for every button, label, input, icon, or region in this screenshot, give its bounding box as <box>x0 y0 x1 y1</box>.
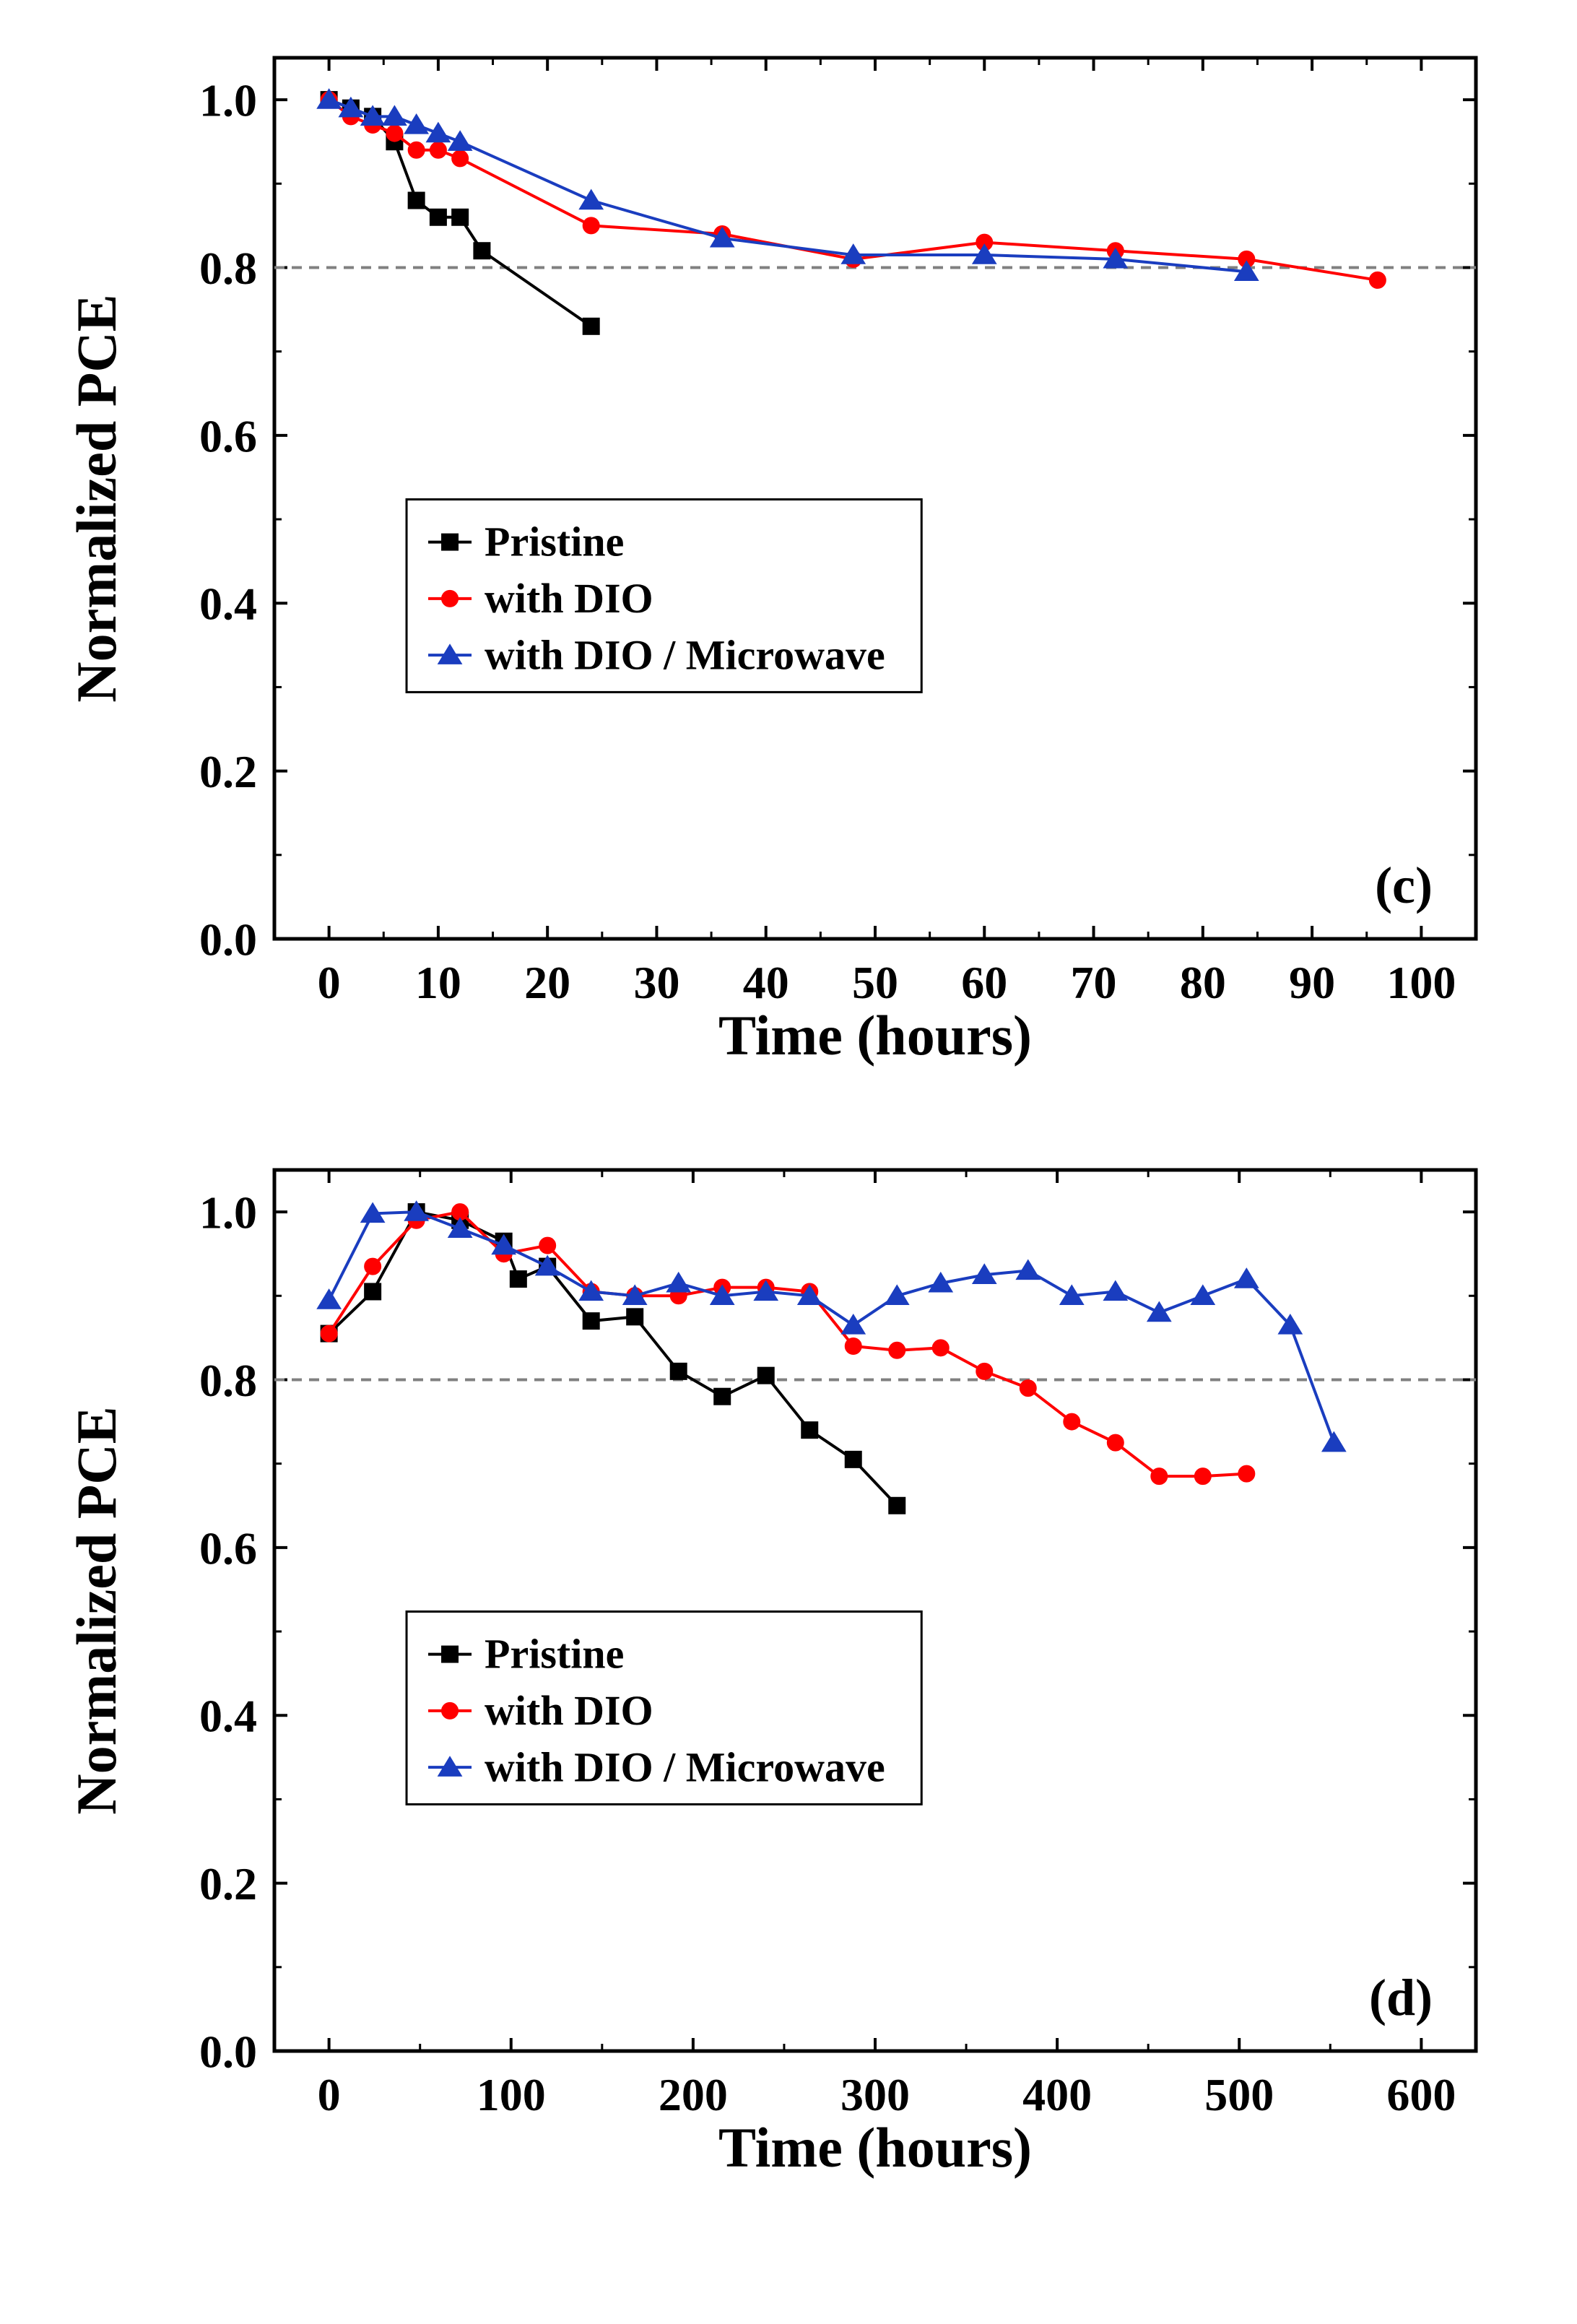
svg-text:1.0: 1.0 <box>199 74 257 126</box>
svg-text:300: 300 <box>840 2069 910 2120</box>
svg-text:with DIO / Microwave: with DIO / Microwave <box>485 631 885 678</box>
svg-text:0: 0 <box>318 2069 341 2120</box>
legend: Pristine with DIO with DIO / Microwave <box>407 500 921 693</box>
svg-text:0.8: 0.8 <box>199 1355 257 1406</box>
svg-text:1.0: 1.0 <box>199 1187 257 1238</box>
svg-text:70: 70 <box>1071 957 1117 1008</box>
svg-text:0.8: 0.8 <box>199 243 257 294</box>
svg-text:50: 50 <box>852 957 898 1008</box>
svg-text:10: 10 <box>415 957 461 1008</box>
svg-text:400: 400 <box>1022 2069 1092 2120</box>
chart-panel-d: 0 100 200 300 400 500 600 0.0 0.2 0.4 0.6 0.8 1.0 Tim… <box>58 1141 1519 2210</box>
y-axis-label: Normalized PCE <box>65 1406 128 1814</box>
x-axis-label: Time (hours) <box>718 2116 1032 2179</box>
svg-text:0.6: 0.6 <box>199 1522 257 1574</box>
svg-text:0.0: 0.0 <box>199 914 257 965</box>
svg-text:with DIO / Microwave: with DIO / Microwave <box>485 1743 885 1790</box>
svg-text:0.4: 0.4 <box>199 1691 257 1742</box>
y-axis-label: Normalized PCE <box>65 294 128 702</box>
svg-text:90: 90 <box>1289 957 1335 1008</box>
panel-label: (d) <box>1369 1969 1433 2026</box>
svg-text:with DIO: with DIO <box>485 575 653 622</box>
panel-label: (c) <box>1375 857 1433 914</box>
svg-text:Pristine: Pristine <box>485 519 624 565</box>
svg-text:30: 30 <box>633 957 679 1008</box>
svg-text:80: 80 <box>1180 957 1226 1008</box>
svg-text:with DIO: with DIO <box>485 1687 653 1734</box>
svg-text:500: 500 <box>1204 2069 1274 2120</box>
svg-text:100: 100 <box>1386 957 1456 1008</box>
svg-text:0.6: 0.6 <box>199 410 257 461</box>
svg-text:0.0: 0.0 <box>199 2026 257 2077</box>
chart-panel-c: 0 10 20 30 40 50 60 70 80 90 100 0.0 0.2 0.4 0.6 0.8 1.0… <box>58 29 1519 1098</box>
svg-text:0: 0 <box>318 957 341 1008</box>
svg-text:0.2: 0.2 <box>199 1858 257 1909</box>
chart-c-svg: 0 10 20 30 40 50 60 70 80 90 100 0.0 0.2 0.4 0.6 0.8 1.0… <box>58 29 1519 1098</box>
svg-text:0.4: 0.4 <box>199 578 257 630</box>
chart-d-svg: 0 100 200 300 400 500 600 0.0 0.2 0.4 0.6 0.8 1.0 Tim… <box>58 1141 1519 2210</box>
svg-text:0.2: 0.2 <box>199 746 257 797</box>
x-axis-label: Time (hours) <box>718 1004 1032 1067</box>
svg-text:60: 60 <box>961 957 1007 1008</box>
svg-text:200: 200 <box>659 2069 728 2120</box>
svg-text:20: 20 <box>524 957 570 1008</box>
svg-text:600: 600 <box>1386 2069 1456 2120</box>
svg-text:100: 100 <box>477 2069 546 2120</box>
svg-text:40: 40 <box>743 957 789 1008</box>
legend: Pristine with DIO with DIO / Microwave <box>407 1612 921 1805</box>
svg-text:Pristine: Pristine <box>485 1631 624 1678</box>
